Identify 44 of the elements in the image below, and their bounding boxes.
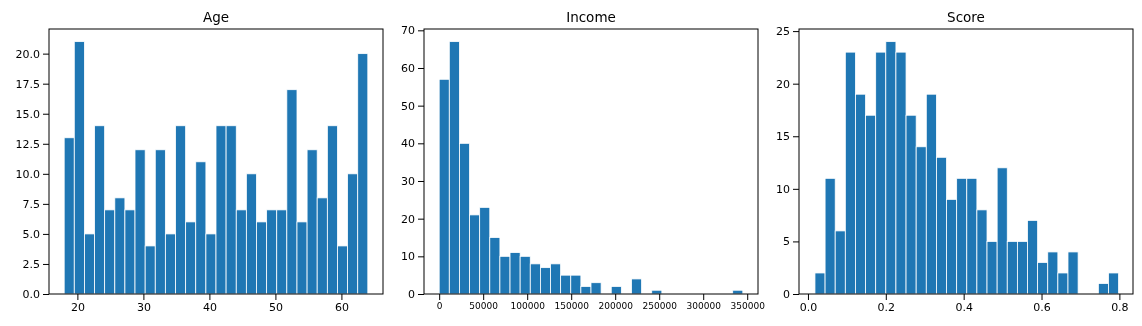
- y-tick-label: 0: [783, 288, 790, 302]
- y-tick-label: 0: [408, 288, 415, 302]
- y-tick-label: 50: [401, 99, 415, 113]
- x-tick-label: 0.4: [955, 300, 973, 314]
- x-tick-label: 60: [334, 300, 349, 314]
- y-tick-label: 10: [401, 250, 415, 264]
- x-tick-label: 100000: [510, 301, 546, 312]
- y-tick-label: 5.0: [22, 227, 40, 241]
- y-tick-label: 20: [776, 77, 790, 91]
- y-tick-label: 70: [401, 24, 415, 38]
- x-tick-label: 50000: [469, 301, 499, 312]
- x-tick-label: 30: [136, 300, 151, 314]
- x-tick-label: 200000: [598, 301, 634, 312]
- y-tick-label: 12.5: [15, 137, 40, 151]
- y-tick-label: 2.5: [22, 257, 40, 271]
- x-tick-label: 0.2: [877, 300, 896, 314]
- x-tick-label: 50: [268, 300, 283, 314]
- x-tick-label: 150000: [554, 301, 590, 312]
- chart-title: Score: [947, 9, 985, 25]
- y-tick-label: 10: [776, 182, 790, 196]
- x-tick-label: 40: [202, 300, 217, 314]
- x-tick-label: 300000: [686, 301, 722, 312]
- chart-title: Income: [566, 9, 616, 25]
- x-tick-label: 0: [436, 301, 443, 312]
- y-tick-label: 20.0: [15, 47, 40, 61]
- x-tick-label: 20: [70, 300, 85, 314]
- y-tick-label: 40: [401, 137, 415, 151]
- y-tick-label: 0.0: [22, 288, 40, 302]
- y-tick-label: 17.5: [15, 77, 40, 91]
- x-tick-label: 0.8: [1111, 300, 1129, 314]
- y-tick-label: 30: [401, 175, 415, 189]
- x-tick-label: 350000: [730, 301, 766, 312]
- y-tick-label: 15: [776, 130, 790, 144]
- y-tick-label: 60: [401, 62, 415, 76]
- y-tick-label: 15.0: [15, 107, 40, 121]
- y-tick-label: 20: [401, 212, 415, 226]
- y-tick-label: 10.0: [15, 167, 40, 181]
- y-tick-label: 5: [783, 235, 790, 249]
- chart-title: Age: [202, 9, 230, 25]
- x-tick-label: 250000: [642, 301, 678, 312]
- x-tick-label: 0.0: [799, 300, 818, 314]
- y-tick-label: 7.5: [22, 197, 40, 211]
- x-tick-label: 0.6: [1033, 300, 1051, 314]
- y-tick-label: 25: [776, 25, 790, 39]
